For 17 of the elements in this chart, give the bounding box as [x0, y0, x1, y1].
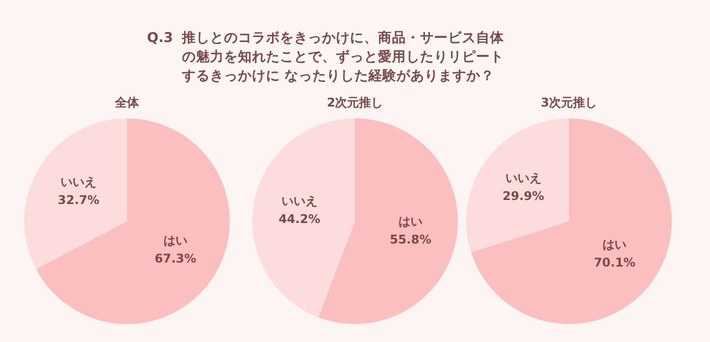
slice-label: いいえ: [281, 194, 318, 208]
data-label: 67.3%: [154, 252, 196, 266]
slice-label: はい: [398, 214, 423, 229]
slice-label: はい: [602, 238, 627, 252]
data-label: 70.1%: [594, 256, 636, 270]
text: Q.3: [147, 29, 174, 48]
slice-label: はい: [163, 234, 188, 248]
data-label: 55.8%: [390, 232, 432, 247]
chart-title: 2次元推し: [326, 95, 384, 110]
chart-title: 全体: [114, 95, 140, 110]
data-label: 29.9%: [502, 188, 544, 203]
data-label: 32.7%: [58, 193, 100, 208]
chart-title: 3次元推し: [540, 95, 598, 110]
slice-label: いいえ: [505, 170, 542, 185]
slice-label: いいえ: [60, 175, 97, 190]
data-label: 44.2%: [278, 212, 320, 226]
text: 推しとのコラボをきっかけに、商品・サービス自体の魅力を知れたことで、ずっと愛用したりリピートするきっかけに なったりした経験がありますか？: [182, 29, 505, 86]
